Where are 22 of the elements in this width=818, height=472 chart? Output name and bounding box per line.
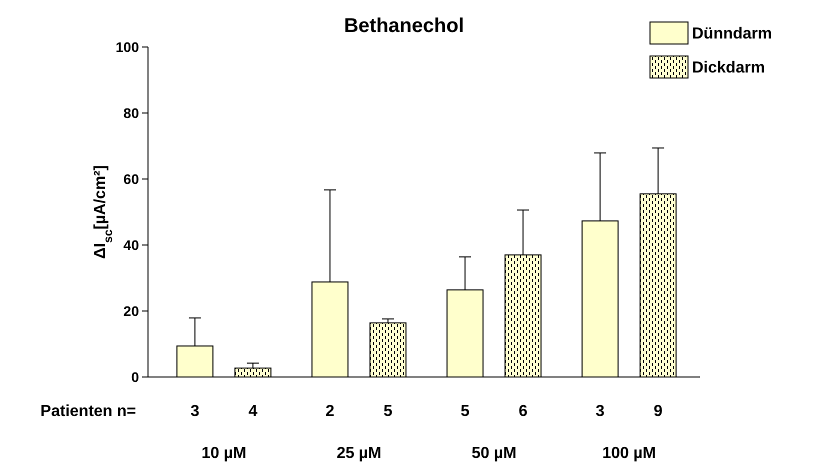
y-tick-label: 20 [123, 302, 140, 319]
y-tick-label: 80 [123, 104, 140, 121]
x-tick-label: 100 µM [602, 445, 656, 462]
x-tick-label: 50 µM [472, 445, 516, 462]
text: 4 [248, 403, 258, 420]
text: 9 [654, 403, 663, 420]
y-tick-label: 60 [123, 170, 140, 187]
text: 2 [326, 403, 335, 420]
text: 6 [518, 403, 528, 420]
text: 3 [190, 403, 200, 420]
text: 5 [460, 403, 470, 420]
text: 5 [384, 403, 393, 420]
y-tick-label: 40 [123, 236, 140, 253]
text: 3 [596, 403, 605, 420]
x-tick-label: 25 µM [336, 445, 382, 462]
text: Patienten n= [40, 403, 136, 420]
legend-label: Dickdarm [692, 60, 765, 77]
y-tick-label: 100 [116, 38, 140, 55]
chart-title: Bethanechol [344, 15, 464, 37]
y-tick-label: 0 [131, 368, 140, 385]
legend-label: Dünndarm [692, 26, 772, 43]
x-tick-label: 10 µM [202, 445, 246, 462]
